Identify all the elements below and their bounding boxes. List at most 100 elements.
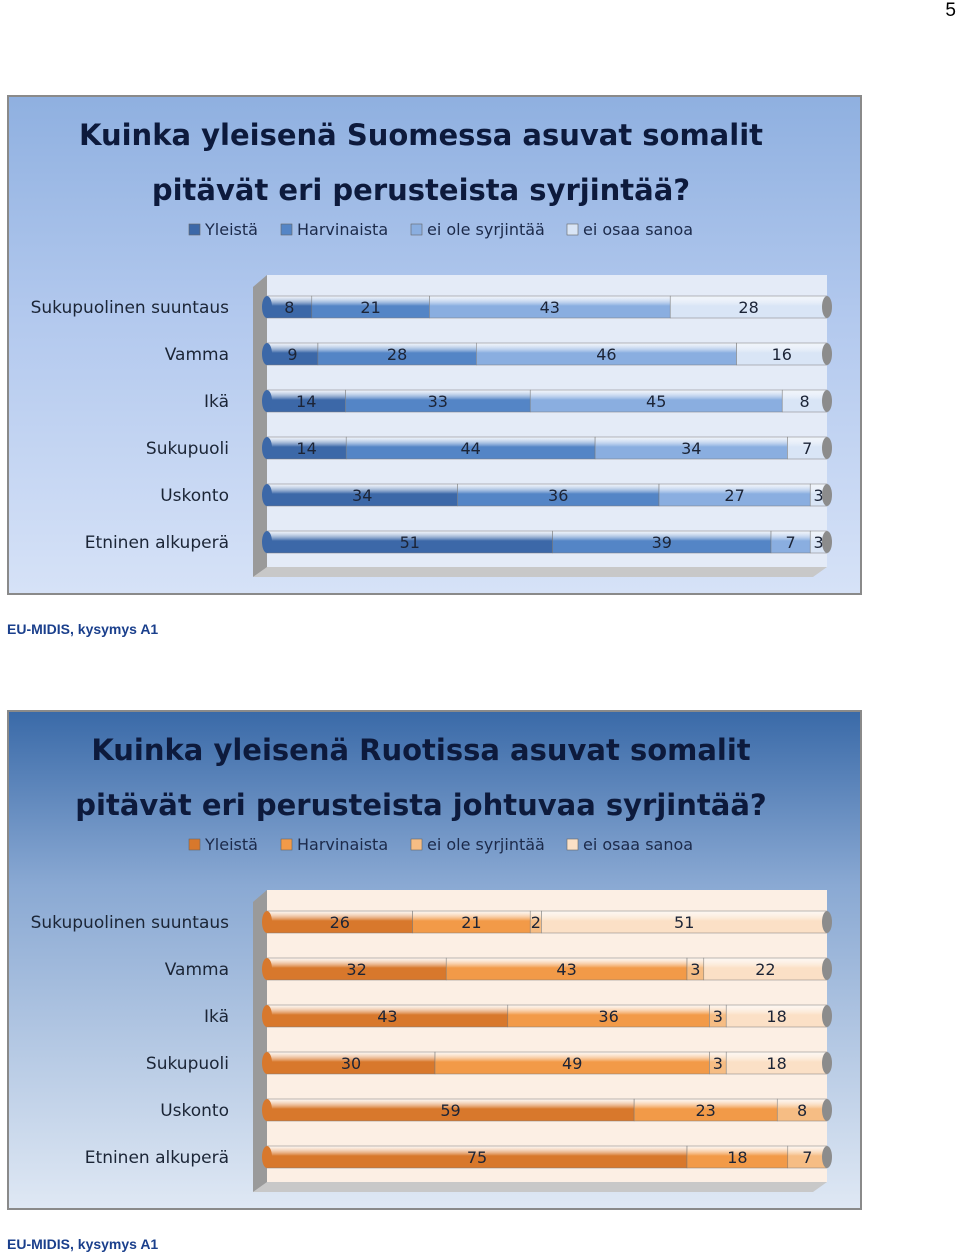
data-label: 34 [681, 439, 701, 458]
legend-label: ei ole syrjintää [427, 835, 545, 854]
bar-cap-right [822, 1005, 832, 1027]
bar-cap-right [822, 958, 832, 980]
data-label: 32 [346, 960, 366, 979]
bar-cap-right [822, 484, 832, 506]
data-label: 7 [802, 439, 812, 458]
legend-label: Harvinaista [297, 835, 388, 854]
data-label: 14 [296, 392, 316, 411]
data-label: 7 [802, 1148, 812, 1167]
category-label: Sukupuolinen suuntaus [31, 913, 230, 933]
plot-area [267, 890, 827, 1182]
legend-swatch [280, 838, 293, 851]
data-label: 23 [695, 1101, 715, 1120]
data-label: 16 [772, 345, 792, 364]
legend-swatch [566, 838, 579, 851]
plot-floor [253, 1182, 827, 1192]
bar-cap-right [822, 296, 832, 318]
category-label: Sukupuolinen suuntaus [31, 298, 230, 318]
data-label: 3 [713, 1007, 723, 1026]
legend-swatch [280, 223, 293, 236]
data-label: 3 [713, 1054, 723, 1073]
plot-side-wall [253, 275, 267, 577]
page-number: 5 [945, 0, 956, 21]
legend-label: Harvinaista [297, 220, 388, 239]
category-label: Ikä [204, 392, 229, 412]
plot-area [267, 275, 827, 567]
category-label: Sukupuoli [146, 1054, 229, 1074]
data-label: 75 [467, 1148, 487, 1167]
category-label: Uskonto [160, 1101, 229, 1121]
data-label: 3 [814, 533, 824, 552]
data-label: 2 [531, 913, 541, 932]
bar-cap-right [822, 1052, 832, 1074]
data-label: 28 [387, 345, 407, 364]
category-label: Etninen alkuperä [85, 533, 229, 553]
source-note-finland: EU-MIDIS, kysymys A1 [7, 621, 159, 637]
data-label: 8 [800, 392, 810, 411]
category-label: Uskonto [160, 486, 229, 506]
data-label: 45 [646, 392, 666, 411]
category-label: Sukupuoli [146, 439, 229, 459]
bar-cap-left [262, 1005, 272, 1027]
data-label: 34 [352, 486, 372, 505]
plot-floor [253, 567, 827, 577]
data-label: 8 [797, 1101, 807, 1120]
bar-cap-left [262, 958, 272, 980]
bar-cap-right [822, 531, 832, 553]
data-label: 21 [360, 298, 380, 317]
bar-cap-left [262, 911, 272, 933]
legend-label: Yleistä [204, 220, 258, 239]
category-label: Vamma [165, 960, 229, 980]
bar-cap-left [262, 343, 272, 365]
bar-cap-left [262, 1052, 272, 1074]
chart-title-line: Kuinka yleisenä Suomessa asuvat somalit [79, 118, 763, 152]
legend-label: ei osaa sanoa [583, 835, 693, 854]
bar-cap-right [822, 1099, 832, 1121]
data-label: 21 [461, 913, 481, 932]
data-label: 43 [540, 298, 560, 317]
bar-cap-left [262, 531, 272, 553]
data-label: 43 [556, 960, 576, 979]
data-label: 3 [814, 486, 824, 505]
data-label: 18 [727, 1148, 747, 1167]
chart-title-line: pitävät eri perusteista johtuvaa syrjint… [75, 788, 766, 822]
chart-title-line: pitävät eri perusteista syrjintää? [152, 173, 690, 207]
data-label: 18 [766, 1007, 786, 1026]
bar-cap-right [822, 437, 832, 459]
category-label: Vamma [165, 345, 229, 365]
data-label: 28 [738, 298, 758, 317]
data-label: 43 [377, 1007, 397, 1026]
chart-finland: Kuinka yleisenä Suomessa asuvat somalit p… [7, 95, 862, 595]
chart-sweden-svg: Kuinka yleisenä Ruotissa asuvat somalit p… [31, 733, 832, 1192]
data-label: 33 [428, 392, 448, 411]
data-label: 7 [786, 533, 796, 552]
legend-label: ei ole syrjintää [427, 220, 545, 239]
legend-label: ei osaa sanoa [583, 220, 693, 239]
data-label: 46 [596, 345, 616, 364]
legend-label: Yleistä [204, 835, 258, 854]
data-label: 18 [766, 1054, 786, 1073]
data-label: 49 [562, 1054, 582, 1073]
data-label: 27 [724, 486, 744, 505]
bar-cap-left [262, 390, 272, 412]
plot-side-wall [253, 890, 267, 1192]
data-label: 30 [341, 1054, 361, 1073]
bar-cap-left [262, 437, 272, 459]
bar-cap-right [822, 390, 832, 412]
legend-swatch [566, 223, 579, 236]
category-label: Ikä [204, 1007, 229, 1027]
chart-finland-svg: Kuinka yleisenä Suomessa asuvat somalit p… [31, 118, 832, 577]
bar-cap-left [262, 484, 272, 506]
source-note-sweden: EU-MIDIS, kysymys A1 [7, 1236, 159, 1252]
data-label: 9 [287, 345, 297, 364]
bar-cap-right [822, 1146, 832, 1168]
bar-cap-right [822, 343, 832, 365]
bar-cap-left [262, 1099, 272, 1121]
chart-sweden: Kuinka yleisenä Ruotissa asuvat somalit p… [7, 710, 862, 1210]
legend-swatch [410, 838, 423, 851]
legend-swatch [410, 223, 423, 236]
bar-cap-right [822, 911, 832, 933]
data-label: 3 [690, 960, 700, 979]
data-label: 14 [296, 439, 316, 458]
data-label: 59 [440, 1101, 460, 1120]
